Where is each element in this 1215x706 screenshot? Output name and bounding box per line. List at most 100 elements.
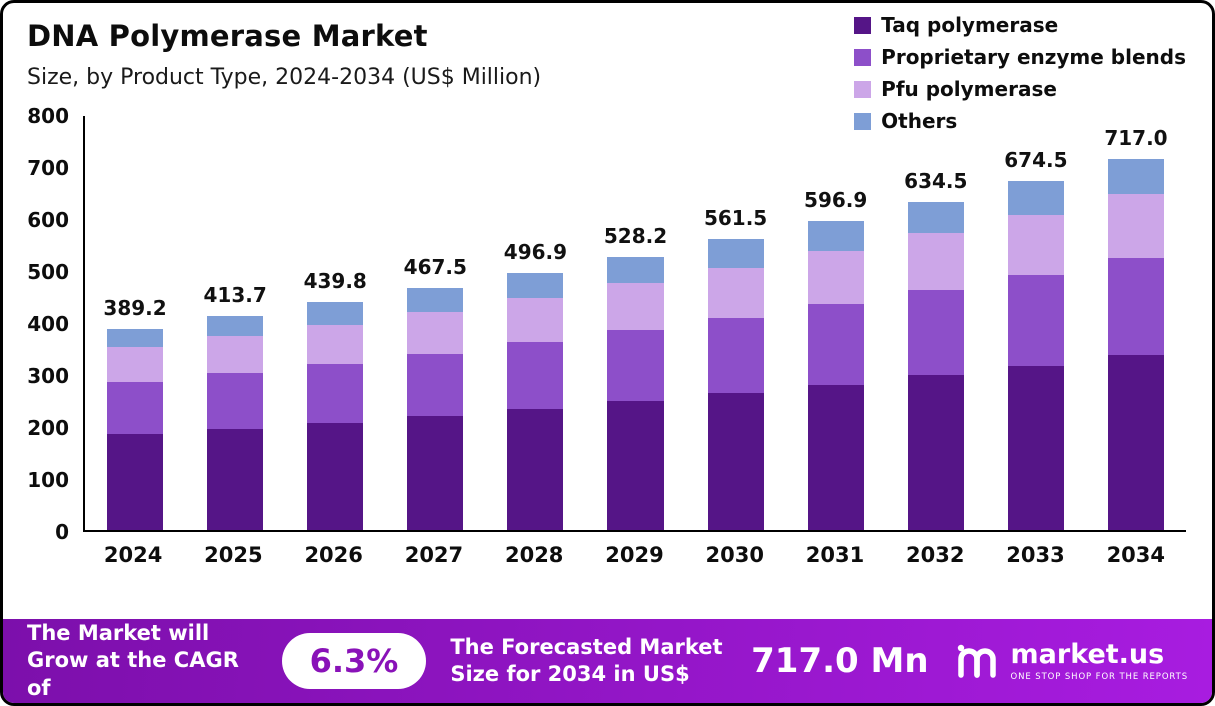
bar-segment-others — [407, 288, 464, 312]
legend-swatch-icon — [854, 48, 872, 66]
x-axis-label: 2033 — [1006, 543, 1065, 567]
bar-segment-proprietary-enzyme-blends — [407, 353, 464, 417]
bar-segment-taq-polymerase — [607, 401, 664, 530]
bar-stack-2026: 439.8 — [304, 269, 367, 530]
bar-slot-2032: 634.5 — [886, 116, 986, 530]
header: DNA Polymerase Market Size, by Product T… — [3, 3, 1212, 90]
bar-slot-2034: 717.0 — [1086, 116, 1186, 530]
bar-segment-proprietary-enzyme-blends — [1007, 275, 1064, 366]
cagr-value-pill: 6.3% — [281, 633, 427, 689]
bar-total-label: 717.0 — [1104, 125, 1168, 150]
bar-segment-others — [1007, 180, 1064, 216]
bar-segment-others — [207, 315, 264, 337]
bar-stack-2027: 467.5 — [404, 255, 467, 530]
bar-segment-others — [607, 256, 664, 284]
bar-segment-taq-polymerase — [207, 428, 264, 530]
bar-segment-others — [807, 221, 864, 252]
chart-title: DNA Polymerase Market — [27, 19, 428, 53]
bar-segment-taq-polymerase — [507, 408, 564, 530]
bar-stack-2034: 717.0 — [1104, 126, 1168, 530]
bar-stack-2033: 674.5 — [1004, 148, 1068, 530]
bar-total-label: 674.5 — [1004, 147, 1068, 172]
brand-logo: market.us ONE STOP SHOP FOR THE REPORTS — [953, 637, 1188, 685]
bar-total-label: 561.5 — [703, 206, 768, 231]
y-tick-label: 400 — [27, 312, 69, 336]
bar-segment-pfu-polymerase — [907, 232, 964, 290]
brand-name: market.us — [1010, 638, 1165, 670]
bar-slot-2026: 439.8 — [285, 116, 385, 530]
y-tick-label: 100 — [27, 468, 69, 492]
legend-item-pfu-polymerase: Pfu polymerase — [854, 77, 1186, 101]
x-axis-label: 2024 — [103, 543, 163, 567]
legend-swatch-icon — [854, 16, 872, 34]
cagr-label: The Market will Grow at the CAGR of — [27, 621, 239, 700]
y-tick-label: 800 — [27, 104, 69, 128]
footer-banner: The Market will Grow at the CAGR of 6.3%… — [3, 619, 1212, 703]
bar-slot-2030: 561.5 — [686, 116, 786, 530]
bar-total-label: 389.2 — [103, 295, 167, 320]
bar-slot-2033: 674.5 — [986, 116, 1086, 530]
forecast-label: The Forecasted Market Size for 2034 in U… — [450, 634, 723, 686]
y-tick-label: 300 — [27, 364, 69, 388]
forecast-value: 717.0 Mn — [751, 641, 929, 681]
bar-segment-others — [1107, 158, 1164, 195]
legend-label: Proprietary enzyme blends — [881, 45, 1186, 69]
bar-segment-taq-polymerase — [807, 384, 864, 530]
x-axis-label: 2034 — [1106, 543, 1166, 567]
bar-slot-2028: 496.9 — [485, 116, 585, 530]
bar-segment-proprietary-enzyme-blends — [307, 363, 364, 423]
legend: Taq polymerase Proprietary enzyme blends P… — [854, 13, 1186, 133]
bar-segment-others — [907, 201, 964, 233]
bar-stack-2032: 634.5 — [904, 169, 967, 530]
chart-subtitle: Size, by Product Type, 2024-2034 (US$ Mi… — [27, 65, 542, 90]
bar-total-label: 413.7 — [203, 282, 267, 307]
legend-item-proprietary-enzyme-blends: Proprietary enzyme blends — [854, 45, 1186, 69]
bar-segment-pfu-polymerase — [407, 311, 464, 354]
legend-label: Others — [881, 109, 958, 133]
brand-tagline: ONE STOP SHOP FOR THE REPORTS — [1010, 671, 1188, 682]
bar-segment-proprietary-enzyme-blends — [707, 317, 764, 394]
bar-segment-proprietary-enzyme-blends — [207, 373, 264, 429]
bar-segment-taq-polymerase — [307, 422, 364, 530]
x-axis-label: 2029 — [605, 543, 664, 567]
bar-segment-others — [707, 239, 764, 268]
bar-segment-taq-polymerase — [907, 375, 964, 530]
bar-segment-others — [307, 302, 364, 325]
bar-segment-proprietary-enzyme-blends — [107, 381, 164, 435]
bar-total-label: 528.2 — [603, 223, 668, 248]
bar-total-label: 496.9 — [503, 239, 568, 264]
bar-total-label: 634.5 — [904, 168, 968, 193]
bar-segment-taq-polymerase — [407, 416, 464, 530]
bar-segment-pfu-polymerase — [107, 347, 164, 382]
legend-item-taq-polymerase: Taq polymerase — [854, 13, 1186, 37]
plot-area: 389.2 413.7 439.8 467.5 496.9 528.2 561.5 596.9… — [83, 116, 1186, 532]
y-axis: 800 700 600 500 400 300 200 100 0 — [19, 104, 83, 544]
y-tick-label: 700 — [27, 156, 69, 180]
brand-text: market.us ONE STOP SHOP FOR THE REPORTS — [1011, 641, 1188, 682]
y-tick-label: 0 — [55, 520, 69, 544]
y-tick-label: 500 — [27, 260, 69, 284]
y-tick-label: 200 — [27, 416, 69, 440]
legend-swatch-icon — [854, 80, 872, 98]
x-axis-label: 2032 — [906, 543, 965, 567]
bar-segment-others — [507, 272, 564, 298]
bar-segment-pfu-polymerase — [1007, 215, 1064, 276]
bar-segment-others — [107, 328, 164, 348]
bar-segment-proprietary-enzyme-blends — [1107, 258, 1164, 356]
bar-segment-taq-polymerase — [1007, 365, 1064, 530]
legend-item-others: Others — [854, 109, 1186, 133]
bar-stack-2024: 389.2 — [103, 296, 167, 530]
chart-main: 800 700 600 500 400 300 200 100 0 389.2 413.7 439.… — [19, 104, 1186, 544]
bar-segment-proprietary-enzyme-blends — [607, 330, 664, 402]
bar-stack-2029: 528.2 — [604, 224, 667, 530]
bar-stack-2028: 496.9 — [504, 240, 567, 530]
bar-total-label: 467.5 — [403, 255, 467, 280]
bar-slot-2029: 528.2 — [585, 116, 685, 530]
bar-segment-proprietary-enzyme-blends — [507, 342, 564, 409]
bar-slot-2024: 389.2 — [85, 116, 185, 530]
bar-total-label: 596.9 — [804, 188, 868, 213]
bar-segment-pfu-polymerase — [1107, 194, 1164, 259]
x-axis-label: 2025 — [204, 543, 263, 567]
bar-segment-pfu-polymerase — [807, 251, 864, 305]
